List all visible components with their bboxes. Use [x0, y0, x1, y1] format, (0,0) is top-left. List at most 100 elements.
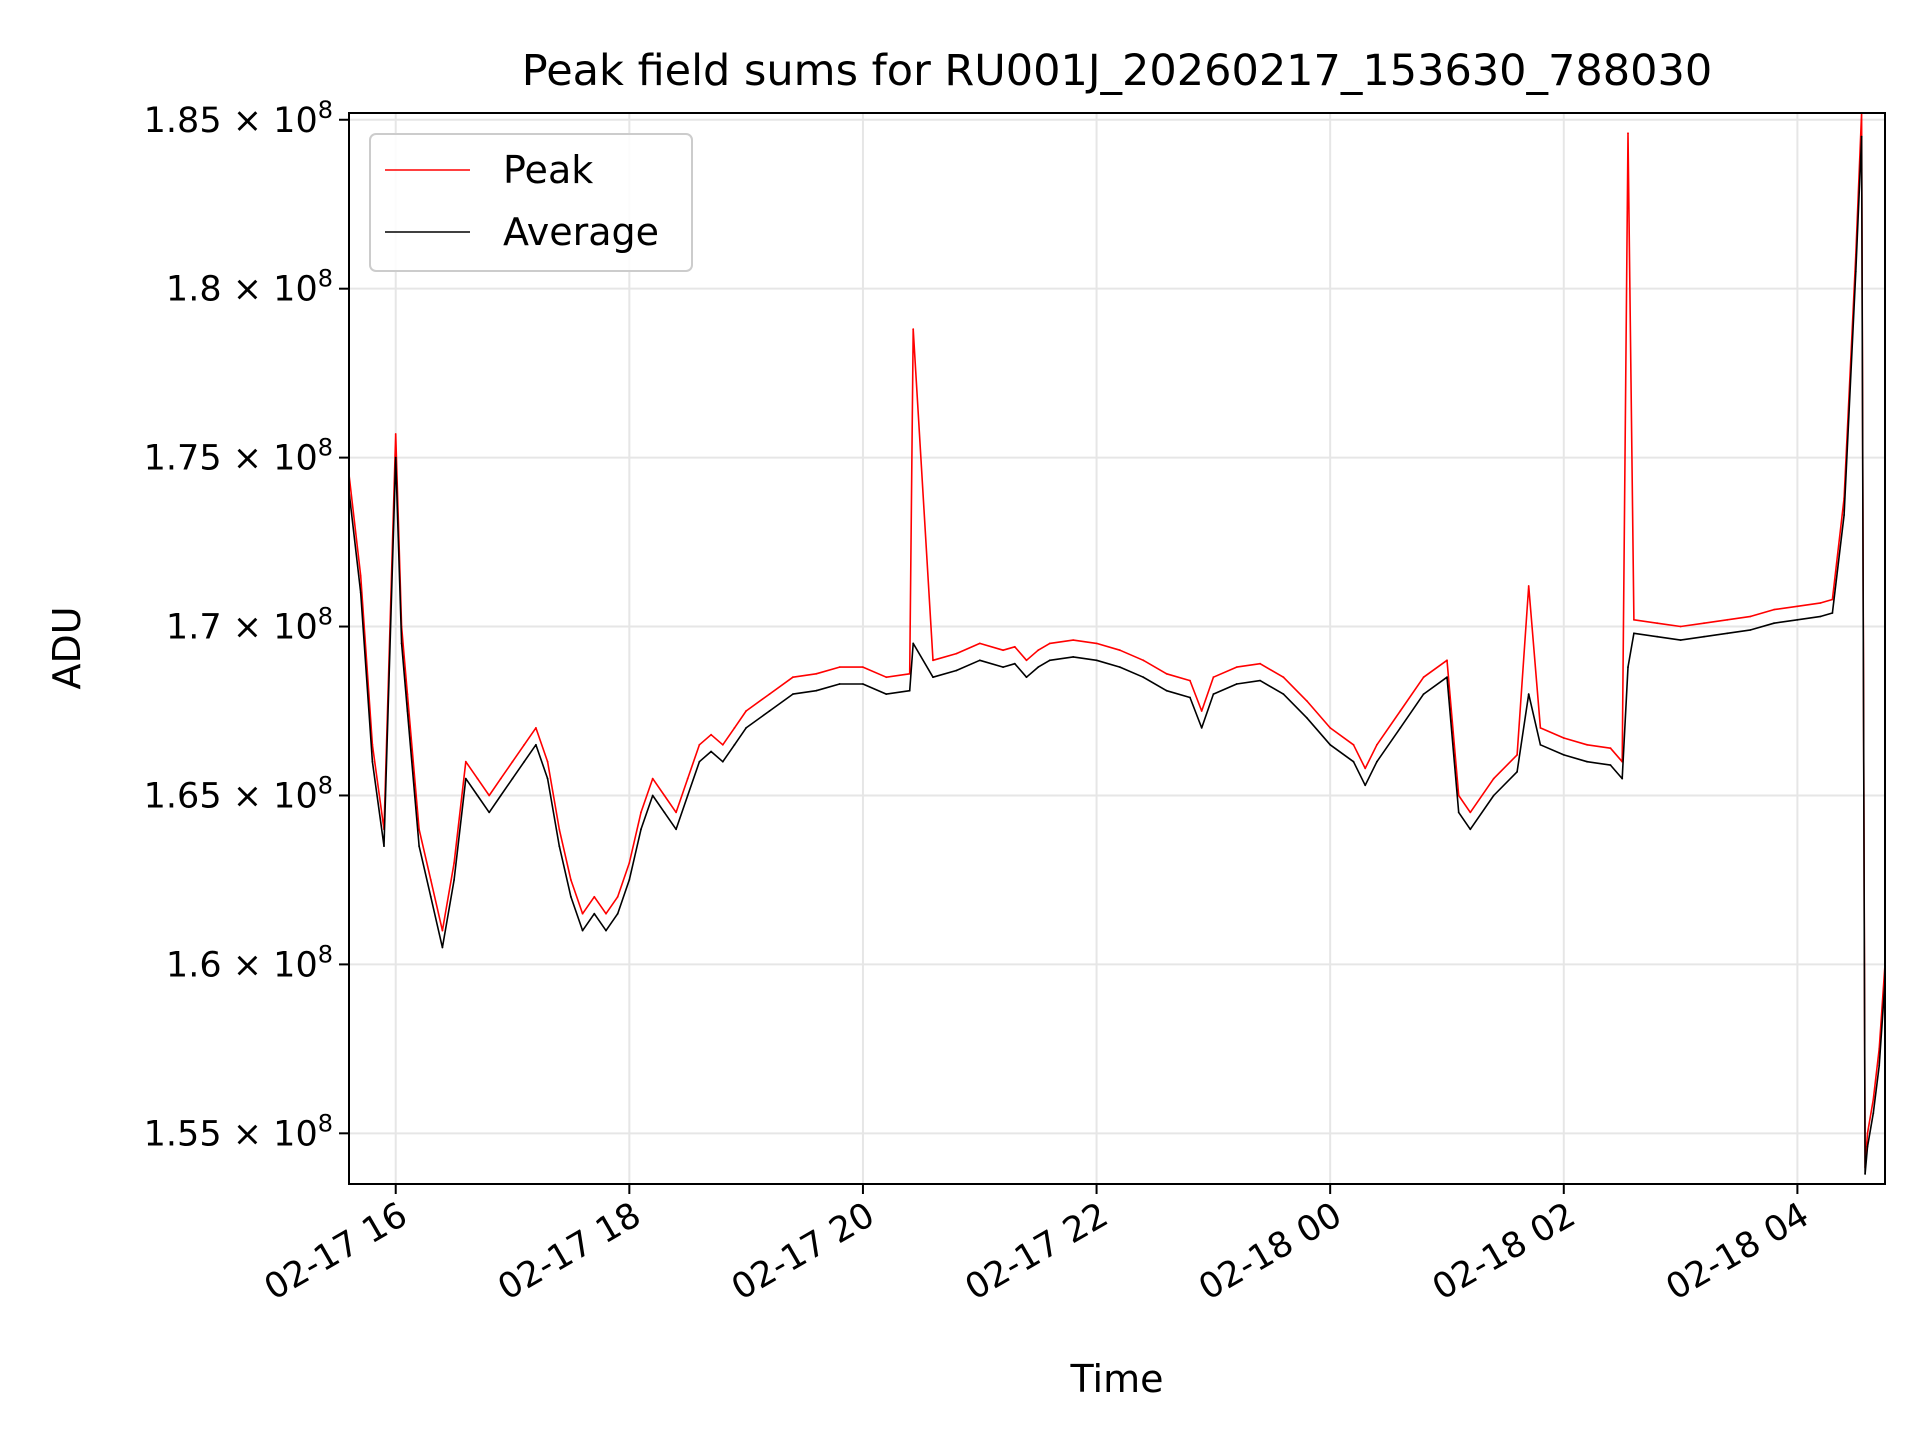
point-average-24: [616, 912, 619, 915]
point-average-98: [1878, 1064, 1881, 1067]
point-average-78: [1586, 760, 1588, 763]
point-average-73: [1492, 794, 1495, 797]
point-peak-56: [1165, 672, 1168, 675]
point-average-63: [1305, 716, 1308, 719]
point-peak-84: [1679, 625, 1682, 628]
point-peak-74: [1516, 754, 1518, 756]
point-average-43: [912, 642, 915, 645]
point-peak-40: [862, 666, 864, 668]
point-average-12: [476, 794, 479, 797]
point-average-33: [721, 760, 724, 763]
point-average-49: [1025, 676, 1028, 679]
y-tick-label-6: 1.85 × 108: [144, 96, 333, 141]
y-tick-label-2: 1.65 × 108: [144, 771, 333, 816]
point-average-1: [359, 591, 362, 594]
point-peak-90: [1819, 602, 1822, 604]
point-peak-23: [605, 912, 607, 915]
point-average-90: [1819, 615, 1822, 618]
point-peak-76: [1539, 727, 1542, 729]
point-average-72: [1469, 828, 1472, 831]
point-average-29: [675, 828, 677, 831]
point-peak-66: [1364, 767, 1367, 770]
point-peak-49: [1025, 659, 1028, 662]
point-peak-22: [593, 895, 596, 898]
point-peak-1: [359, 575, 362, 577]
point-average-21: [581, 929, 584, 932]
point-average-67: [1376, 760, 1378, 763]
point-average-44: [932, 676, 934, 679]
point-average-96: [1866, 1145, 1869, 1148]
point-peak-8: [429, 879, 432, 881]
legend-average-label: Average: [503, 210, 659, 254]
point-peak-52: [1072, 639, 1075, 641]
point-average-87: [1749, 629, 1752, 631]
point-average-8: [429, 895, 432, 898]
y-tick-label-5: 1.8 × 108: [166, 265, 333, 310]
point-peak-60: [1235, 666, 1238, 668]
point-average-71: [1457, 811, 1460, 814]
point-peak-47: [1002, 649, 1004, 652]
grid: [349, 113, 1885, 1184]
point-peak-83: [1656, 622, 1659, 625]
point-peak-72: [1469, 811, 1472, 814]
point-peak-68: [1399, 710, 1402, 712]
y-tick-label-3: 1.7 × 108: [166, 603, 333, 648]
point-peak-12: [476, 777, 479, 780]
point-peak-13: [488, 794, 491, 797]
point-average-46: [978, 659, 981, 662]
point-peak-41: [885, 676, 888, 679]
point-average-10: [453, 879, 455, 881]
point-average-59: [1212, 693, 1215, 695]
point-average-26: [640, 828, 642, 831]
point-peak-54: [1119, 649, 1121, 652]
point-average-84: [1679, 639, 1682, 641]
point-average-82: [1633, 632, 1635, 635]
point-average-34: [733, 743, 736, 746]
point-peak-7: [418, 828, 420, 831]
point-peak-11: [464, 760, 467, 763]
point-average-42: [908, 689, 911, 692]
point-peak-78: [1586, 743, 1588, 746]
series-line-peak: [348, 112, 1886, 1168]
point-peak-58: [1200, 710, 1203, 712]
point-average-18: [546, 777, 549, 780]
point-peak-85: [1703, 622, 1705, 625]
point-average-3: [383, 845, 385, 847]
point-average-70: [1446, 676, 1448, 679]
point-peak-34: [733, 727, 736, 729]
point-average-58: [1200, 727, 1203, 729]
point-peak-17: [535, 727, 537, 729]
point-average-79: [1609, 764, 1612, 766]
point-average-6: [406, 710, 409, 712]
point-peak-70: [1446, 659, 1448, 662]
point-average-41: [885, 693, 888, 695]
point-peak-37: [792, 676, 794, 679]
point-peak-27: [651, 777, 654, 780]
legend: Peak Average: [369, 133, 693, 272]
point-peak-89: [1796, 605, 1799, 608]
point-average-56: [1165, 689, 1168, 692]
point-average-80: [1621, 777, 1624, 780]
point-average-91: [1831, 612, 1834, 614]
point-peak-30: [686, 777, 689, 780]
point-average-97: [1872, 1112, 1875, 1114]
point-peak-82: [1633, 618, 1635, 621]
point-peak-69: [1422, 676, 1425, 679]
point-peak-71: [1457, 794, 1460, 797]
point-average-35: [745, 727, 747, 729]
point-peak-16: [523, 743, 526, 746]
point-peak-46: [978, 642, 981, 645]
point-average-11: [464, 777, 467, 780]
legend-peak-label: Peak: [503, 148, 593, 192]
plot-frame: [348, 112, 1886, 1185]
point-peak-45: [955, 652, 958, 655]
point-peak-59: [1212, 676, 1215, 679]
point-average-25: [628, 879, 631, 881]
point-average-28: [663, 811, 666, 814]
point-average-27: [651, 794, 654, 797]
point-peak-19: [558, 828, 561, 831]
point-average-81: [1627, 666, 1629, 668]
point-peak-20: [570, 879, 572, 881]
point-average-52: [1072, 656, 1075, 658]
point-peak-35: [745, 710, 747, 712]
